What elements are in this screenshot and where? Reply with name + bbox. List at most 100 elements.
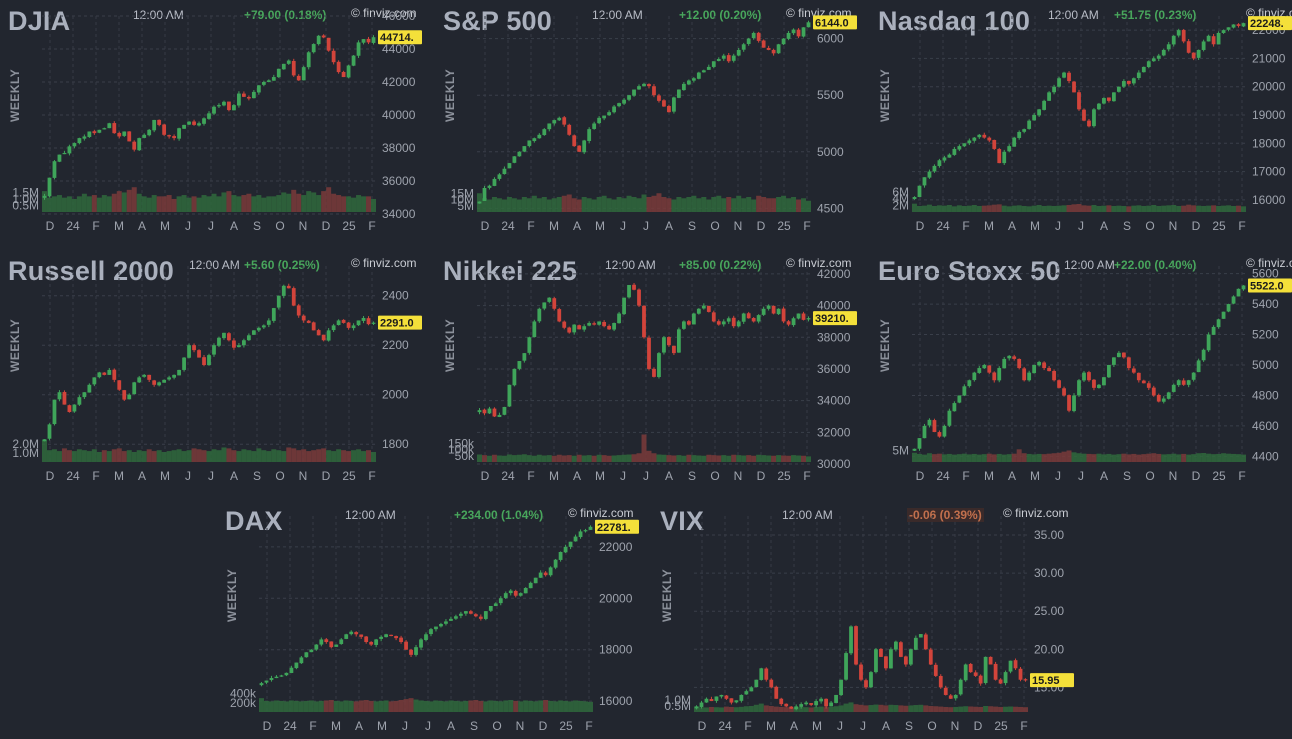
candle [334, 644, 339, 647]
candle [1002, 151, 1007, 164]
volume-bar [1166, 454, 1172, 462]
candle [127, 131, 132, 142]
candle [942, 425, 947, 437]
candle [652, 86, 656, 96]
candle [336, 61, 341, 73]
candle [533, 577, 538, 584]
candle [326, 37, 331, 51]
x-tick-label: M [549, 469, 559, 483]
finviz-credit-link[interactable]: © finviz.com [1003, 506, 1069, 520]
x-tick-label: A [1008, 469, 1016, 483]
volume-bar [236, 451, 242, 462]
candle [726, 318, 731, 322]
volume-bar [681, 455, 687, 462]
candle [528, 582, 533, 589]
volume-bar [501, 199, 507, 212]
candle [294, 662, 299, 669]
last-price-label: 5522.0 [1250, 280, 1284, 292]
candle [271, 77, 276, 81]
chart-change: +22.00 (0.40%) [1114, 258, 1197, 272]
volume-bar [833, 706, 839, 712]
volume-bar [751, 199, 757, 212]
x-tick-label: M [114, 469, 124, 483]
candle [503, 593, 508, 598]
candle [207, 113, 211, 119]
finviz-credit-link[interactable]: © finviz.com [568, 506, 634, 520]
candle [468, 611, 473, 614]
candle [102, 128, 107, 130]
volume-bar [478, 700, 484, 712]
candle [321, 35, 326, 38]
candle [182, 357, 186, 370]
x-tick-label: A [230, 469, 238, 483]
candle [439, 624, 443, 627]
volume-bar [1096, 453, 1102, 462]
chart-panel[interactable]: VIX 12:00 AM -0.06 (0.39%) © finviz.com … [660, 504, 1086, 739]
y-tick-label: 46000 [382, 9, 416, 23]
volume-bar [543, 700, 549, 712]
volume-bar [731, 454, 737, 462]
chart-panel[interactable]: Euro Stoxx 50 12:00 AM +22.00 (0.40%) © … [878, 254, 1292, 489]
volume-bar [651, 453, 657, 462]
candle [972, 372, 977, 381]
candle [1121, 81, 1126, 87]
x-tick-label: D [974, 719, 983, 733]
candle [281, 285, 286, 296]
candle [1141, 66, 1146, 73]
volume-bar [226, 448, 232, 462]
volume-bar [216, 196, 222, 212]
chart-panel[interactable]: Nikkei 225 12:00 AM +85.00 (0.22%) © fin… [443, 254, 869, 489]
volume-bar [246, 193, 252, 212]
volume-bar [801, 455, 807, 462]
chart-panel[interactable]: S&P 500 12:00 AM +12.00 (0.20%) © finviz… [443, 4, 869, 239]
volume-bar [371, 198, 376, 212]
volume-tick-label: 50k [455, 449, 475, 463]
chart-panel[interactable]: DAX 12:00 AM +234.00 (1.04%) © finviz.co… [225, 504, 651, 739]
candle [819, 698, 824, 702]
volume-bar [741, 455, 747, 462]
volume-bar [261, 450, 267, 462]
volume-bar [291, 448, 297, 462]
candle [957, 146, 962, 150]
volume-bar [278, 700, 284, 712]
candle [1007, 146, 1012, 152]
candle [998, 679, 1003, 684]
x-tick-label: A [230, 219, 238, 233]
volume-bar [206, 196, 212, 212]
candle [122, 390, 127, 400]
volume-bar [516, 199, 522, 212]
candle [912, 197, 917, 200]
volume-bar [221, 192, 227, 212]
finviz-credit-link[interactable]: © finviz.com [1246, 256, 1292, 270]
x-tick-label: 24 [501, 219, 515, 233]
volume-bar [666, 455, 672, 462]
volume-bar [271, 196, 277, 212]
x-tick-label: N [1169, 469, 1178, 483]
candle [736, 321, 741, 327]
candle [1206, 35, 1211, 42]
volume-bar [631, 454, 637, 462]
chart-panel[interactable]: Nasdaq 100 12:00 AM +51.75 (0.23%) © fin… [878, 4, 1292, 239]
chart-title: VIX [660, 506, 705, 536]
candle [662, 337, 666, 353]
volume-bar [221, 447, 227, 462]
finviz-credit-link[interactable]: © finviz.com [786, 256, 852, 270]
volume-bar [71, 451, 77, 462]
volume-bar [698, 707, 704, 712]
finviz-credit-link[interactable]: © finviz.com [351, 256, 417, 270]
chart-panel[interactable]: DJIA 12:00 AM +79.00 (0.18%) © finviz.co… [8, 4, 434, 239]
volume-tick-label: 0.5M [664, 699, 691, 713]
volume-bar [268, 701, 274, 712]
volume-bar [403, 699, 409, 712]
candle [724, 695, 729, 699]
volume-bar [556, 197, 562, 212]
candle [756, 315, 761, 322]
x-tick-label: M [984, 469, 994, 483]
chart-panel[interactable]: Russell 2000 12:00 AM +5.60 (0.25%) © fi… [8, 254, 434, 489]
volume-bar [666, 198, 672, 212]
x-tick-label: A [665, 219, 673, 233]
candle [1017, 131, 1022, 138]
candle [256, 85, 261, 93]
y-tick-label: 18000 [1252, 136, 1286, 150]
volume-bar [951, 454, 957, 462]
